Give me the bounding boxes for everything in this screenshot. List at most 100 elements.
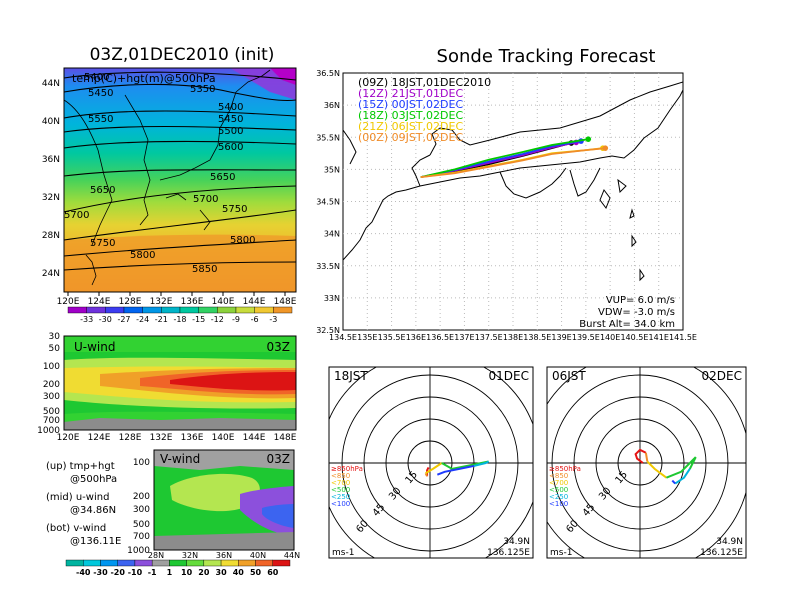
coastlines: [64, 69, 271, 286]
burst-text: Burst Alt= 34.0 km: [579, 319, 675, 330]
legend-entry: (18Z) 03JST,02DEC: [358, 109, 463, 122]
colorbar-label: -18: [173, 315, 186, 324]
pressure-legend-entry: <500: [331, 486, 350, 494]
colorbar-swatch: [134, 559, 153, 567]
wind-colorbar: -40 -30 -20 -10 -1 1 10 20 30 40 50 60: [65, 559, 291, 577]
hodograph-date: 02DEC: [702, 369, 742, 383]
x-tick-label: 140.5E: [620, 333, 648, 342]
pressure-legend-entry: <850: [549, 472, 568, 480]
y-tick-label: 44N: [42, 79, 60, 89]
vup-text: VUP= 6.0 m/s: [606, 295, 675, 306]
y-tick-label: 33N: [324, 294, 340, 303]
v-wind-y-ticks: 100 200 300 500 700 1000: [127, 458, 150, 556]
track-map-x-ticks: 134.5E 135E 135.5E 136E 136.5E 137E 137.5E 138E…: [329, 333, 697, 342]
u-wind-x-ticks: 120E 124E 128E 132E 136E 140E 144E 148E: [57, 433, 297, 443]
sonde-endpoint: [602, 145, 609, 151]
contour-label: 5700: [64, 210, 89, 221]
y-tick-label: 36N: [324, 101, 340, 110]
x-tick-label: 135E: [357, 333, 377, 342]
hodograph-line: [674, 468, 691, 485]
colorbar-swatch: [238, 559, 256, 567]
x-tick-label: 128E: [119, 433, 142, 443]
y-tick-label: 28N: [42, 231, 60, 241]
y-tick-label: 700: [133, 532, 150, 542]
sonde-track-line: [420, 138, 589, 178]
colorbar-swatch: [169, 559, 187, 567]
track-legend: (09Z) 18JST,01DEC2010(12Z) 21JST,01DEC(1…: [358, 76, 491, 144]
right-title: Sonde Tracking Forecast: [437, 46, 656, 67]
x-tick-label: 139.5E: [572, 333, 600, 342]
x-tick-label: 140E: [212, 297, 235, 307]
contour-label: 5650: [90, 185, 115, 196]
v-wind-panel: V-wind 03Z 28N 32N 36N 40N 44N 100 200 300 500 7…: [65, 449, 300, 577]
hodograph-line: [671, 479, 676, 485]
y-tick-label: 300: [43, 392, 60, 402]
y-tick-label: 1000: [37, 426, 60, 436]
colorbar-swatch: [161, 306, 181, 314]
warm-zone: [64, 234, 296, 292]
x-tick-label: 138.5E: [523, 333, 551, 342]
colorbar-swatch: [179, 306, 199, 314]
v-wind-label: V-wind: [160, 452, 200, 466]
legend-entry: (15Z) 00JST,02DEC: [358, 98, 463, 111]
x-tick-label: 28N: [148, 551, 164, 560]
sonde-endpoint: [585, 136, 592, 142]
y-tick-label: 34.5N: [316, 198, 340, 207]
y-tick-label: 500: [43, 407, 60, 417]
pressure-legend-entry: <100: [549, 500, 568, 508]
contour-label: 5750: [90, 238, 115, 249]
colorbar-label: -30: [99, 315, 112, 324]
hodograph-line: [425, 462, 443, 475]
colorbar-label: -21: [155, 315, 168, 324]
pressure-legend-entry: <700: [331, 479, 350, 487]
mid-sub: @34.86N: [70, 505, 116, 516]
x-tick-label: 136E: [181, 297, 204, 307]
ascent-parameters: VUP= 6.0 m/s VDW= -3.0 m/s Burst Alt= 34…: [579, 295, 675, 330]
x-tick-label: 141E: [649, 333, 669, 342]
colorbar-swatch: [203, 559, 222, 567]
contour-label: 5600: [218, 142, 243, 153]
hodograph-date: 01DEC: [489, 369, 529, 383]
panel-descriptions: (up) tmp+hgt @500hPa (mid) u-wind @34.86…: [46, 461, 121, 547]
contour-label: 5400: [218, 102, 243, 113]
v-wind-frame: [153, 449, 295, 551]
colorbar-swatch: [235, 306, 255, 314]
hodograph-units: ms-1: [332, 548, 354, 558]
pressure-legend-entry: <850: [331, 472, 350, 480]
y-tick-label: 300: [133, 505, 150, 515]
colorbar-label: -12: [211, 315, 224, 324]
colorbar-swatch: [151, 559, 170, 567]
y-tick-label: 100: [43, 362, 60, 372]
v-wind-time: 03Z: [267, 452, 291, 466]
y-tick-label: 32N: [42, 193, 60, 203]
x-tick-label: 136.5E: [426, 333, 454, 342]
x-tick-label: 124E: [88, 297, 111, 307]
x-tick-label: 36N: [216, 551, 232, 560]
colorbar-swatch: [65, 559, 84, 567]
x-tick-label: 32N: [182, 551, 198, 560]
up-description: (up) tmp+hgt: [46, 461, 115, 472]
x-tick-label: 144E: [243, 433, 266, 443]
hodograph-frame: [328, 366, 534, 559]
y-tick-label: 35N: [324, 165, 340, 174]
hodograph-line: [644, 452, 649, 462]
y-tick-label: 700: [43, 416, 60, 426]
colorbar-label: -33: [80, 315, 93, 324]
x-tick-label: 134.5E: [329, 333, 357, 342]
pressure-legend-entry: ≥850hPa: [331, 465, 363, 473]
contour-label: 5550: [88, 114, 113, 125]
hodograph-line: [646, 460, 668, 479]
pressure-legend-entry: <700: [549, 479, 568, 487]
pressure-legend-entry: <250: [549, 493, 568, 501]
x-tick-label: 141.5E: [669, 333, 697, 342]
x-tick-label: 136E: [181, 433, 204, 443]
hodograph-line: [634, 448, 647, 464]
up-sub: @500hPa: [70, 474, 117, 485]
map-overlay-text: temp(C)+hgt(m)@500hPa: [72, 72, 216, 85]
y-tick-label: 1000: [127, 546, 150, 556]
colorbar-label: -1: [148, 568, 157, 577]
contour-label: 5800: [130, 250, 155, 261]
hodograph-time: 06JST: [552, 369, 586, 383]
colorbar-label: -3: [269, 315, 277, 324]
u-wind-panel: U-wind 03Z 120E 124E 128E 132E 136E 140E 144E 1…: [37, 332, 297, 443]
